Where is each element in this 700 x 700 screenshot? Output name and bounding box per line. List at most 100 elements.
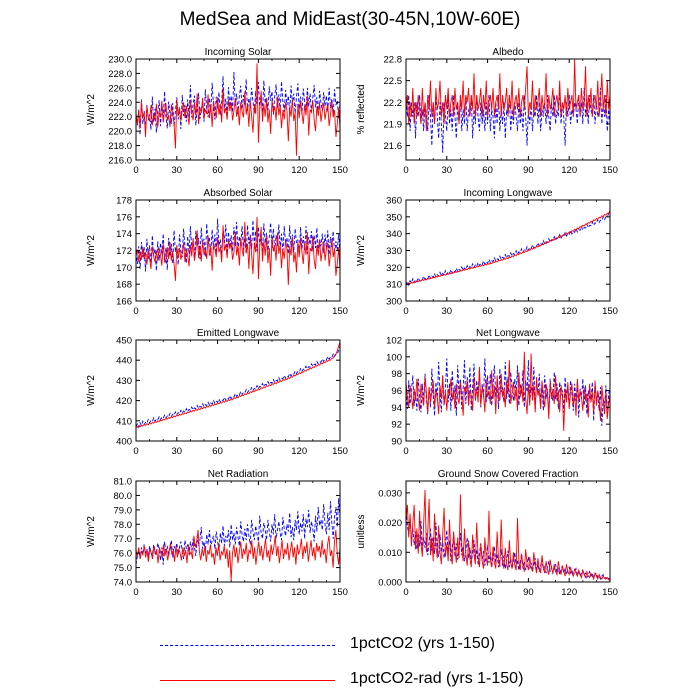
y-axis-label: W/m^2 [86, 235, 97, 266]
y-tick-label: 80.0 [114, 491, 133, 502]
x-tick-label: 90 [523, 587, 534, 598]
y-tick-label: 176 [116, 212, 132, 223]
panel-title: Albedo [492, 47, 524, 58]
series-line-blue [136, 218, 340, 272]
y-tick-label: 0.010 [378, 548, 402, 559]
x-tick-label: 90 [253, 446, 264, 457]
y-tick-label: 100 [386, 352, 402, 363]
x-tick-label: 60 [212, 165, 223, 176]
x-tick-label: 150 [332, 165, 348, 176]
legend-item-1: 1pctCO2 (yrs 1-150) [160, 634, 580, 658]
y-tick-label: 168 [116, 280, 132, 291]
x-tick-label: 30 [442, 306, 453, 317]
x-tick-label: 60 [212, 446, 223, 457]
y-axis-label: W/m^2 [356, 235, 367, 266]
x-tick-label: 150 [332, 306, 348, 317]
series-line-blue [406, 211, 610, 287]
chart-panel-2: 0 30 60 90 120 150 21.6 21.9 22.2 22.5 22.8 Albedo%… [356, 47, 618, 176]
x-tick-label: 30 [172, 165, 183, 176]
x-tick-label: 60 [212, 306, 223, 317]
y-tick-label: 216.0 [108, 156, 132, 167]
x-tick-label: 150 [602, 446, 618, 457]
panel-title: Net Longwave [476, 328, 540, 339]
y-tick-label: 178 [116, 196, 132, 207]
chart-main-title: MedSea and MidEast(30-45N,10W-60E) [179, 9, 521, 30]
series-line-red [406, 209, 610, 286]
chart-panel-8: 0 30 60 90 120 150 0.000 0.010 0.020 0.030 Ground … [356, 469, 618, 598]
y-tick-label: 102 [386, 336, 402, 347]
chart-panel-3: 0 30 60 90 120 150 166 168 170 172 174 176 178 Absorb… [86, 188, 348, 317]
y-tick-label: 224.0 [108, 98, 132, 109]
legend-swatch-1 [160, 645, 335, 646]
x-tick-label: 90 [523, 446, 534, 457]
y-tick-label: 22.8 [384, 55, 403, 66]
chart-panel-4: 0 30 60 90 120 150 300 310 320 330 340 350 360 Incomi… [356, 188, 618, 317]
y-tick-label: 98 [391, 369, 402, 380]
y-tick-label: 222.0 [108, 112, 132, 123]
y-axis-label: W/m^2 [86, 375, 97, 406]
x-tick-label: 150 [602, 165, 618, 176]
y-tick-label: 330 [386, 246, 402, 257]
panel-title: Net Radiation [208, 469, 269, 480]
x-tick-label: 150 [602, 587, 618, 598]
y-tick-label: 22.5 [384, 76, 403, 87]
y-axis-label: W/m^2 [356, 375, 367, 406]
panel-title: Emitted Longwave [197, 328, 280, 339]
chart-panel-6: 0 30 60 90 120 150 90 92 94 96 98 100 102 Net Longwav… [356, 328, 618, 457]
y-tick-label: 78.0 [114, 520, 133, 531]
x-tick-label: 150 [332, 446, 348, 457]
x-tick-label: 90 [253, 165, 264, 176]
x-tick-label: 60 [482, 446, 493, 457]
y-tick-label: 360 [386, 196, 402, 207]
x-tick-label: 0 [133, 446, 138, 457]
x-tick-label: 120 [561, 306, 577, 317]
chart-panel-5: 0 30 60 90 120 150 400 410 420 430 440 450 Emitted L… [86, 328, 348, 457]
x-tick-label: 120 [291, 306, 307, 317]
y-tick-label: 218.0 [108, 141, 132, 152]
x-tick-label: 120 [291, 446, 307, 457]
legend-label-1: 1pctCO2 (yrs 1-150) [350, 635, 495, 652]
x-tick-label: 120 [561, 446, 577, 457]
x-tick-label: 0 [133, 306, 138, 317]
legend-swatch-2 [160, 680, 335, 681]
series-line-red [136, 530, 340, 581]
x-tick-label: 60 [482, 306, 493, 317]
y-tick-label: 22.2 [384, 98, 403, 109]
y-tick-label: 430 [116, 376, 132, 387]
series-line-blue [136, 498, 340, 565]
x-tick-label: 120 [561, 165, 577, 176]
y-tick-label: 310 [386, 280, 402, 291]
y-tick-label: 21.9 [384, 119, 403, 130]
series-line-red [136, 216, 340, 286]
y-tick-label: 440 [116, 356, 132, 367]
y-tick-label: 92 [391, 420, 402, 431]
x-tick-label: 150 [332, 587, 348, 598]
plot-frame [405, 480, 611, 583]
x-tick-label: 30 [172, 587, 183, 598]
y-tick-label: 420 [116, 396, 132, 407]
y-tick-label: 350 [386, 212, 402, 223]
x-tick-label: 150 [602, 306, 618, 317]
plot-frame [405, 58, 611, 161]
x-tick-label: 0 [403, 446, 408, 457]
y-tick-label: 400 [116, 437, 132, 448]
y-axis-label: unitless [356, 515, 367, 549]
x-tick-label: 90 [253, 306, 264, 317]
x-tick-label: 60 [482, 165, 493, 176]
x-tick-label: 0 [403, 306, 408, 317]
chart-panels: 0 30 60 90 120 150 216.0 218.0 220.0 222.0 224.0 22… [86, 47, 618, 598]
y-axis-label: % reflected [356, 84, 367, 134]
y-tick-label: 94 [391, 403, 402, 414]
x-tick-label: 30 [172, 306, 183, 317]
y-tick-label: 0.030 [378, 488, 402, 499]
y-tick-label: 0.000 [378, 578, 402, 589]
y-tick-label: 90 [391, 437, 402, 448]
x-tick-label: 0 [403, 587, 408, 598]
x-tick-label: 30 [442, 587, 453, 598]
chart-svg: 0 30 60 90 120 150 216.0 218.0 220.0 222.0 224.0 22… [86, 47, 618, 598]
x-tick-label: 0 [403, 165, 408, 176]
series-line-red [136, 63, 340, 156]
series-line-red [136, 341, 340, 428]
series-line-red [406, 59, 610, 132]
y-tick-label: 81.0 [114, 477, 133, 488]
